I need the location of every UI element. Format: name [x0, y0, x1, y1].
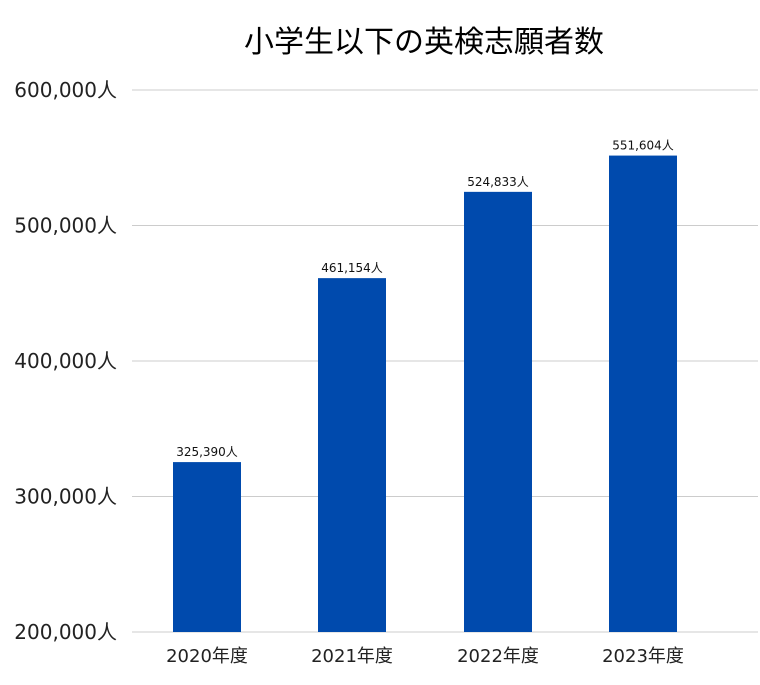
bars: [173, 155, 677, 632]
data-label: 524,833人: [467, 175, 529, 189]
bar-2022年度: [464, 191, 532, 632]
y-tick-label: 200,000人: [14, 620, 117, 644]
x-tick-label: 2021年度: [311, 646, 393, 667]
x-tick-label: 2020年度: [166, 646, 248, 667]
y-tick-label: 400,000人: [14, 349, 117, 373]
y-tick-label: 300,000人: [14, 485, 117, 509]
y-tick-label: 600,000人: [14, 78, 117, 102]
bar-2021年度: [318, 278, 386, 632]
y-tick-label: 500,000人: [14, 214, 117, 238]
data-labels: 325,390人 461,154人 524,833人 551,604人: [176, 139, 674, 460]
y-axis-ticks: 200,000人 300,000人 400,000人 500,000人 600,000人: [14, 78, 117, 644]
data-label: 551,604人: [612, 139, 674, 153]
data-label: 461,154人: [321, 261, 383, 275]
data-label: 325,390人: [176, 445, 238, 459]
x-tick-label: 2022年度: [457, 646, 539, 667]
bar-2020年度: [173, 462, 241, 632]
x-tick-label: 2023年度: [602, 646, 684, 667]
bar-2023年度: [609, 155, 677, 632]
x-axis-ticks: 2020年度 2021年度 2022年度 2023年度: [166, 646, 684, 667]
chart-title: 小学生以下の英検志願者数: [244, 25, 604, 60]
